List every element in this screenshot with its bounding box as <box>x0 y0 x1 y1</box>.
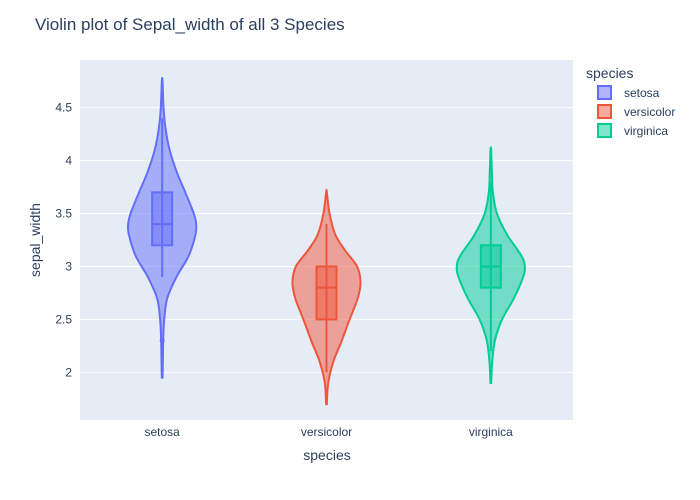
violin-setosa[interactable] <box>126 76 198 379</box>
y-tick-label: 2.5 <box>55 312 72 326</box>
y-tick-label: 3.5 <box>55 207 72 221</box>
violins-layer <box>126 76 526 406</box>
x-tick-labels: setosa versicolor virginica <box>144 425 513 439</box>
violin-box <box>151 191 174 247</box>
x-axis-title: species <box>303 447 350 463</box>
legend-item-setosa[interactable]: setosa <box>597 85 660 100</box>
legend-item-versicolor[interactable]: versicolor <box>597 104 675 119</box>
chart-title: Violin plot of Sepal_width of all 3 Spec… <box>35 15 345 34</box>
legend-label: virginica <box>624 124 668 138</box>
y-axis-title: sepal_width <box>27 203 43 277</box>
violin-box <box>315 265 338 321</box>
legend-swatch <box>597 104 612 119</box>
legend-swatch <box>597 123 612 138</box>
violin-virginica[interactable] <box>455 146 526 384</box>
legend-label: versicolor <box>624 105 675 119</box>
y-tick-label: 4 <box>65 154 72 168</box>
legend-item-virginica[interactable]: virginica <box>597 123 668 138</box>
legend-title: species <box>586 65 633 81</box>
x-tick-label: virginica <box>469 425 513 439</box>
legend-label: setosa <box>624 86 660 100</box>
y-tick-label: 2 <box>65 365 72 379</box>
y-tick-labels: 2 2.5 3 3.5 4 4.5 <box>55 101 72 380</box>
violin-versicolor[interactable] <box>291 188 362 406</box>
y-tick-label: 3 <box>65 259 72 273</box>
y-tick-label: 4.5 <box>55 101 72 115</box>
legend-swatch <box>597 85 612 100</box>
x-tick-label: versicolor <box>301 425 352 439</box>
x-tick-label: setosa <box>144 425 180 439</box>
violin-outlier <box>159 338 165 344</box>
legend: species setosa versicolor virginica <box>586 65 675 138</box>
